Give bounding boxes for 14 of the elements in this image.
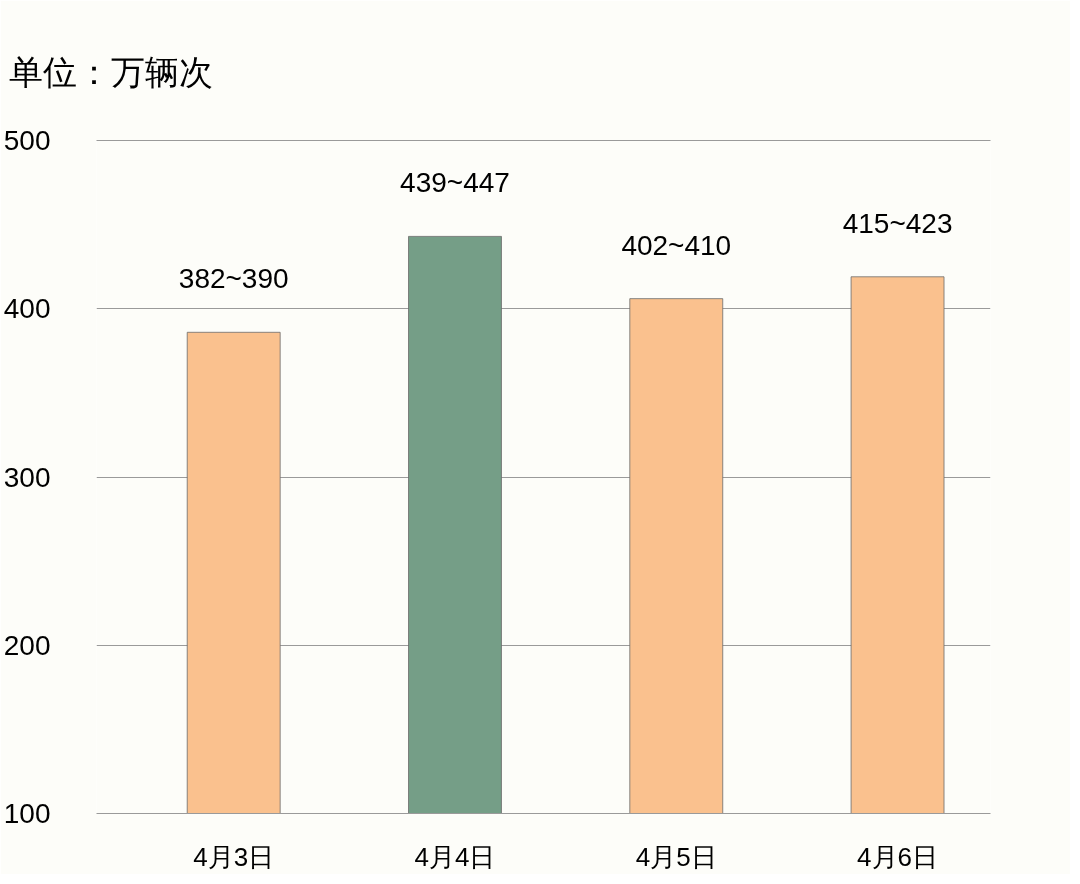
annotation: 415~423	[842, 207, 953, 239]
y-tick-label: 200	[3, 629, 51, 661]
annotation: 402~410	[621, 229, 732, 261]
x-tick-label: 4月5日	[635, 841, 717, 872]
y-tick-label: 400	[3, 293, 51, 325]
x-tick-label: 4月3日	[193, 841, 275, 872]
chart-title: 单位：万辆次	[8, 52, 213, 91]
y-tick-label: 300	[3, 461, 51, 493]
annotation: 382~390	[178, 263, 289, 295]
x-tick-label: 4月4日	[414, 841, 496, 872]
y-tick-label: 100	[3, 798, 51, 829]
x-tick-label: 4月6日	[857, 841, 939, 872]
annotation: 439~447	[400, 167, 510, 199]
y-tick-label: 500	[3, 125, 51, 156]
